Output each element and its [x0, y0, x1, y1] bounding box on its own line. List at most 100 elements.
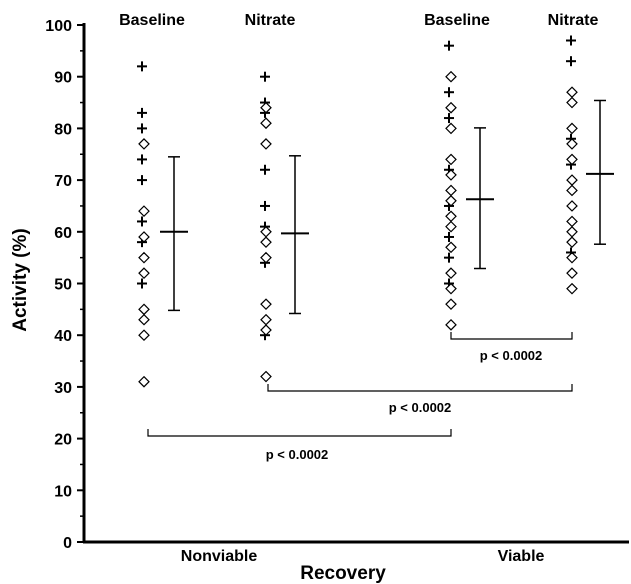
mean-sd-bars — [160, 99, 614, 315]
bracket-line — [267, 384, 573, 392]
diamond-point — [445, 319, 457, 331]
diamond-point — [260, 251, 272, 264]
plus-point — [260, 164, 270, 175]
comparison-bracket: p < 0.0002 — [267, 384, 573, 415]
diamond-point — [566, 86, 578, 99]
y-tick-label: 50 — [54, 277, 72, 294]
error-bar — [281, 155, 309, 315]
y-tick-label: 80 — [54, 121, 72, 138]
diamond-point — [138, 251, 150, 264]
y-tick-label: 20 — [54, 432, 72, 449]
diamond-point — [445, 101, 457, 114]
diamond-point — [445, 169, 457, 181]
plus-point — [137, 61, 147, 72]
plus-point — [444, 113, 454, 124]
diamond-point — [445, 267, 457, 280]
y-tick-label: 90 — [54, 70, 72, 87]
group-header: Nitrate — [548, 12, 599, 29]
diamond-point — [138, 138, 150, 150]
p-value-label: p < 0.0002 — [480, 348, 543, 363]
diamond-point — [138, 313, 150, 326]
diamond-point — [566, 122, 578, 135]
y-tick-label: 40 — [54, 328, 72, 345]
category-labels: Nonviable Viable — [181, 548, 545, 565]
plus-point — [566, 35, 576, 46]
diamond-point — [445, 153, 457, 166]
plus-point — [444, 40, 454, 51]
diamond-point — [445, 282, 457, 295]
plus-point — [137, 123, 147, 134]
diamond-point — [445, 70, 457, 83]
group-headers: Baseline Nitrate Baseline Nitrate — [119, 12, 598, 29]
plus-point — [137, 278, 147, 289]
comparison-bracket: p < 0.0002 — [450, 332, 573, 363]
plus-point — [444, 87, 454, 98]
diamond-point — [566, 138, 578, 150]
bracket-line — [450, 332, 573, 340]
y-tick-label: 30 — [54, 380, 72, 397]
y-axis-label: Activity (%) — [10, 228, 31, 331]
y-tick-label: 60 — [54, 225, 72, 242]
diamond-point — [260, 101, 272, 114]
y-axis-ticks: 0 10 20 30 40 50 60 70 80 90 100 — [45, 18, 84, 552]
y-tick-label: 100 — [45, 18, 72, 35]
comparison-brackets: p < 0.0002 p < 0.0002 p < 0.0002 — [147, 332, 573, 462]
x-axis-label: Recovery — [300, 563, 386, 584]
diamond-point — [566, 282, 578, 295]
diamond-point — [566, 215, 578, 228]
diamond-point — [566, 200, 578, 212]
diamond-point — [445, 184, 457, 197]
error-bar — [466, 127, 494, 270]
diamond-point — [138, 205, 150, 217]
diamond-point — [260, 370, 272, 383]
diamond-point — [260, 236, 272, 248]
diamond-point — [445, 194, 457, 207]
diamond-point — [138, 303, 150, 316]
group-header: Baseline — [424, 12, 490, 29]
diamond-point — [566, 153, 578, 166]
diamond-point — [260, 298, 272, 311]
diamond-point — [566, 236, 578, 248]
diamond-point — [566, 96, 578, 109]
plus-point — [137, 154, 147, 165]
diamond-point — [138, 375, 150, 388]
category-label: Nonviable — [181, 548, 258, 565]
plus-point — [566, 56, 576, 67]
diamond-point — [138, 267, 150, 280]
p-value-label: p < 0.0002 — [389, 400, 452, 415]
data-points — [137, 35, 578, 388]
diamond-point — [260, 225, 272, 238]
plus-point — [137, 107, 147, 118]
error-bar — [586, 99, 614, 245]
diamond-point — [138, 231, 150, 243]
diamond-point — [566, 174, 578, 186]
y-tick-label: 70 — [54, 173, 72, 190]
bracket-line — [147, 429, 452, 437]
diamond-point — [445, 210, 457, 223]
diamond-point — [260, 138, 272, 150]
diamond-point — [445, 241, 457, 254]
diamond-point — [260, 117, 272, 130]
plus-point — [444, 252, 454, 263]
diamond-point — [445, 122, 457, 135]
diamond-point — [260, 313, 272, 326]
error-bar — [160, 156, 188, 312]
diamond-point — [566, 251, 578, 264]
diamond-point — [566, 267, 578, 280]
diamond-point — [445, 220, 457, 233]
plus-point — [444, 231, 454, 242]
y-tick-label: 10 — [54, 483, 72, 500]
plus-point — [137, 216, 147, 227]
y-tick-label: 0 — [63, 535, 72, 552]
plus-point — [260, 71, 270, 82]
diamond-point — [566, 184, 578, 197]
diamond-point — [138, 329, 150, 342]
diamond-point — [566, 225, 578, 238]
plus-point — [137, 175, 147, 186]
group-header: Baseline — [119, 12, 185, 29]
diamond-point — [260, 324, 272, 336]
axes — [82, 23, 629, 544]
group-header: Nitrate — [245, 12, 296, 29]
p-value-label: p < 0.0002 — [266, 447, 329, 462]
